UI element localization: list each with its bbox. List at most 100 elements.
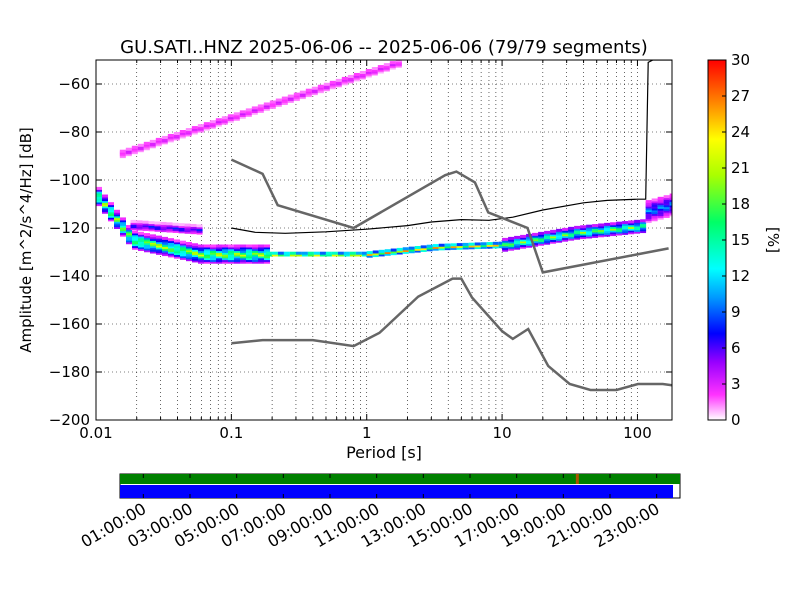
density-cell [586, 231, 593, 235]
density-cell [264, 258, 270, 262]
density-cell [168, 250, 174, 254]
density-cell [556, 230, 563, 234]
density-cell [323, 82, 330, 86]
density-cell [198, 251, 204, 255]
density-cell [234, 258, 240, 262]
density-cell [657, 200, 664, 204]
density-cell [119, 155, 126, 159]
density-cell [264, 257, 270, 261]
density-cell [168, 254, 174, 258]
density-cell [502, 241, 509, 245]
density-cell [532, 234, 539, 238]
x-axis-label: Period [s] [346, 443, 422, 462]
density-cell [366, 252, 373, 256]
density-cell [390, 248, 397, 252]
density-cell [556, 228, 563, 232]
density-cell [604, 222, 611, 226]
density-cell [426, 248, 433, 252]
density-cell [319, 253, 326, 257]
density-cell [640, 221, 647, 225]
density-cell [492, 243, 499, 247]
density-cell [301, 251, 308, 255]
density-cell [514, 246, 521, 250]
density-cell [138, 244, 144, 248]
density-cell [299, 96, 306, 100]
density-cell [258, 249, 264, 253]
density-cell [96, 192, 102, 196]
density-cell [178, 230, 185, 234]
density-cell [444, 245, 451, 249]
density-cell [657, 205, 664, 209]
density-cell [252, 244, 258, 248]
density-cell [228, 258, 234, 262]
density-cell [142, 224, 149, 228]
density-cell [233, 114, 240, 118]
density-cell [377, 70, 384, 74]
density-cell [263, 107, 270, 111]
density-cell [378, 253, 385, 257]
density-cell [634, 227, 641, 231]
density-cell [384, 250, 391, 254]
density-cell [178, 223, 185, 227]
density-cell [132, 234, 138, 238]
density-cell [634, 223, 641, 227]
density-cell [251, 108, 258, 112]
density-cell [532, 241, 539, 245]
density-cell [319, 251, 326, 255]
density-cell [663, 214, 670, 218]
density-cell [215, 120, 222, 124]
density-cell [184, 223, 191, 227]
density-cell [335, 78, 342, 82]
density-cell [414, 249, 421, 253]
density-cell [265, 251, 272, 255]
density-cell [389, 64, 396, 68]
density-cell [264, 244, 270, 248]
density-cell [221, 118, 228, 122]
density-cell [538, 237, 545, 241]
density-cell [508, 238, 515, 242]
density-cell [186, 243, 192, 247]
density-cell [222, 251, 228, 255]
density-cell [246, 258, 252, 262]
density-cell [562, 235, 569, 239]
density-cell [215, 118, 222, 122]
density-cell [645, 218, 652, 222]
density-cell [480, 245, 487, 249]
colorbar-label: [%] [764, 227, 782, 253]
density-cell [150, 237, 156, 241]
density-cell [556, 239, 563, 243]
density-cell [162, 253, 168, 257]
density-cell [130, 221, 137, 225]
density-cell [162, 247, 168, 251]
density-cell [114, 225, 120, 229]
density-cell [347, 78, 354, 82]
density-cell [108, 218, 114, 222]
density-cell [562, 229, 569, 233]
density-cell [204, 249, 210, 253]
density-cell [137, 143, 144, 147]
density-cell [102, 199, 108, 203]
density-cell [137, 145, 144, 149]
colorbar-tick-label: 30 [731, 51, 750, 69]
density-cell [568, 230, 575, 234]
density-cell [102, 196, 108, 200]
density-cell [172, 224, 179, 228]
density-cell [167, 139, 174, 143]
density-cell [450, 243, 457, 247]
density-cell [204, 244, 210, 248]
density-cell [468, 244, 475, 248]
density-cell [136, 222, 143, 226]
density-cell [120, 231, 126, 235]
density-cell [173, 131, 180, 135]
density-cell [462, 244, 469, 248]
density-cell [645, 216, 652, 220]
density-cell [323, 86, 330, 90]
density-cell [508, 244, 515, 248]
density-cell [209, 121, 216, 125]
density-cell [462, 242, 469, 246]
density-cell [132, 232, 138, 236]
density-cell [166, 229, 173, 233]
density-cell [349, 251, 356, 255]
density-cell [228, 251, 234, 255]
density-cell [251, 111, 258, 115]
